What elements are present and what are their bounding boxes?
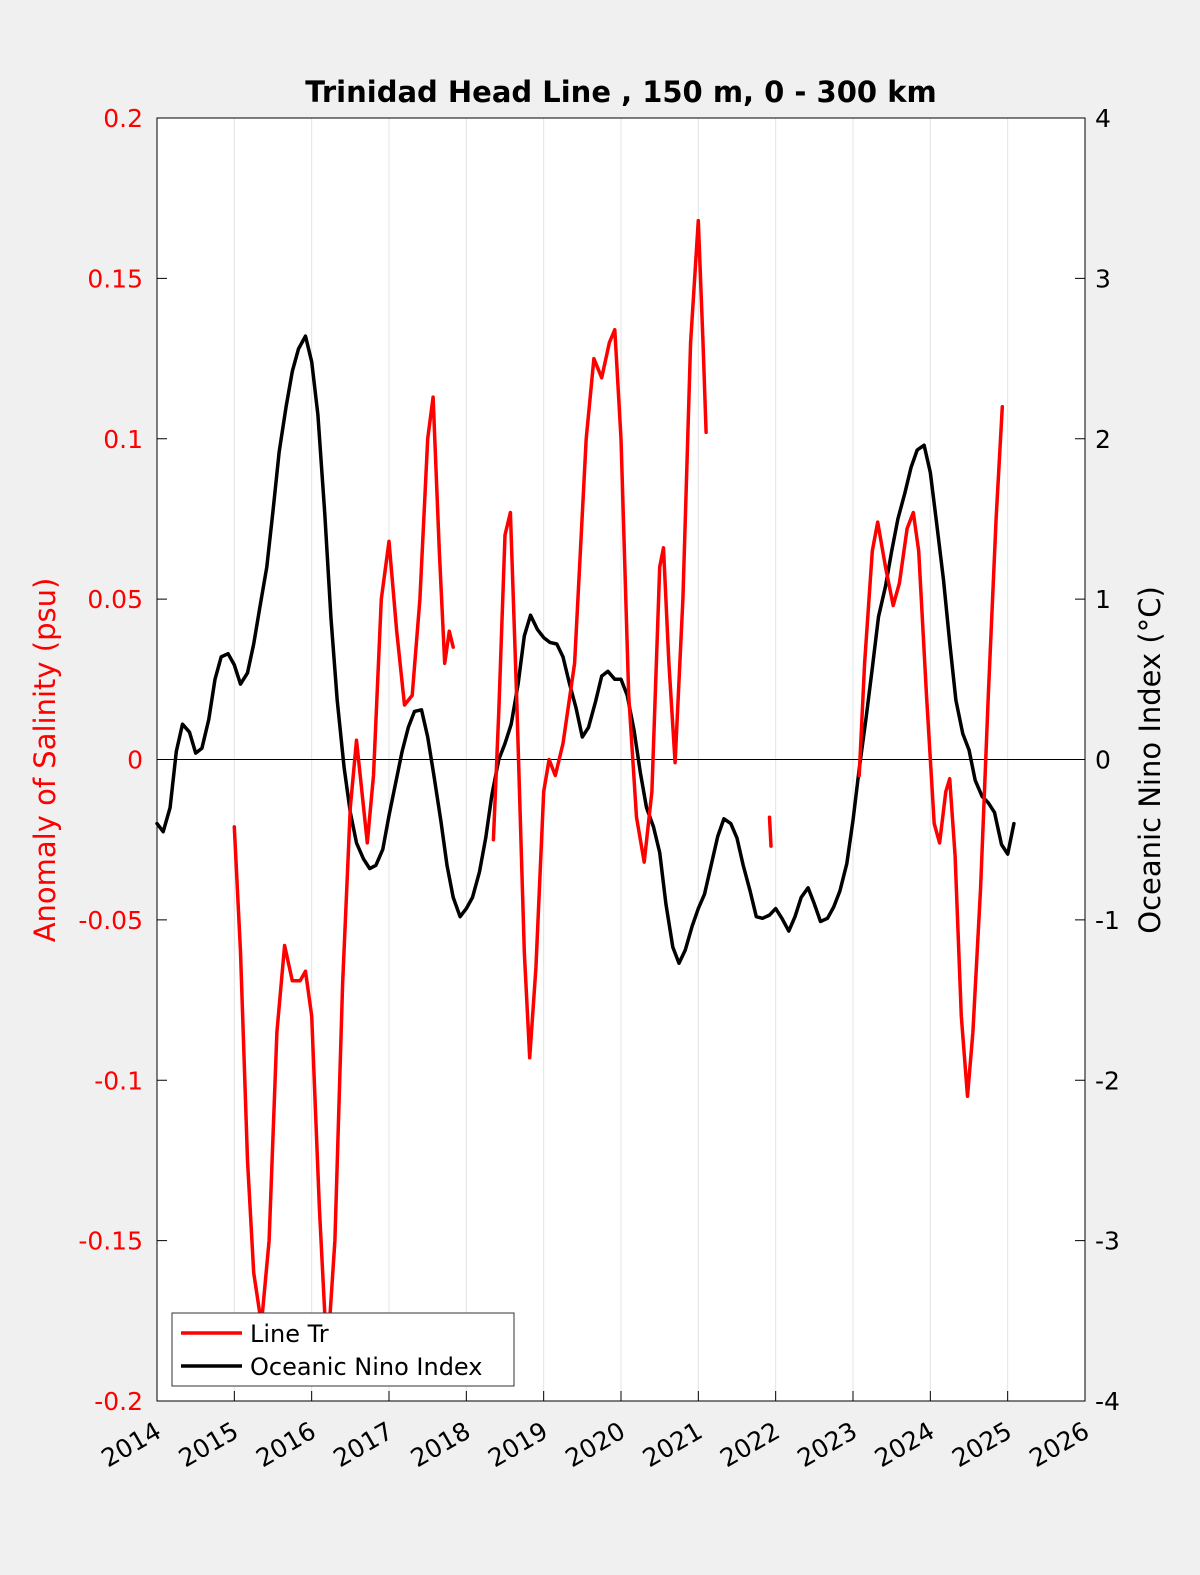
y-right-tick-label: -3 [1095,1227,1120,1256]
series-line-line-tr-segment-4 [857,404,1005,1099]
y-right-tick-label: -1 [1095,906,1120,935]
series-line-line-tr-segment-3 [767,815,773,848]
series-line-line-tr-segment-1 [232,395,455,1362]
legend: Line Tr Oceanic Nino Index [171,1312,515,1387]
legend-box [171,1312,515,1387]
y-axis-left-label: Anomaly of Salinity (psu) [28,578,62,943]
series-layer [155,218,1016,1362]
y-axis-right-label: Oceanic Nino Index (°C) [1133,586,1167,934]
chart-title: Trinidad Head Line , 150 m, 0 - 300 km [305,75,936,109]
series-line-line-tr-segment-2 [491,218,708,1060]
y-left-tick-label: 0.05 [87,585,143,614]
y-left-tick-label: 0.2 [103,104,143,133]
y-left-tick-label: -0.2 [94,1387,143,1416]
y-left-tick-label: 0 [127,746,143,775]
y-left-tick-label: -0.1 [94,1066,143,1095]
y-right-tick-label: 1 [1095,585,1111,614]
y-right-tick-label: 2 [1095,425,1111,454]
y-left-tick-label: 0.15 [87,264,143,293]
series-line-oceanic-nino-index [155,334,1016,965]
legend-label-oni: Oceanic Nino Index [250,1353,482,1381]
y-right-tick-label: -2 [1095,1066,1120,1095]
legend-label-line-tr: Line Tr [250,1320,329,1348]
y-left-tick-label: 0.1 [103,425,143,454]
y-left-tick-label: -0.05 [78,906,143,935]
y-right-tick-label: 4 [1095,104,1111,133]
y-right-tick-label: 0 [1095,746,1111,775]
y-right-tick-label: 3 [1095,264,1111,293]
y-right-tick-label: -4 [1095,1387,1120,1416]
y-left-tick-label: -0.15 [78,1227,143,1256]
